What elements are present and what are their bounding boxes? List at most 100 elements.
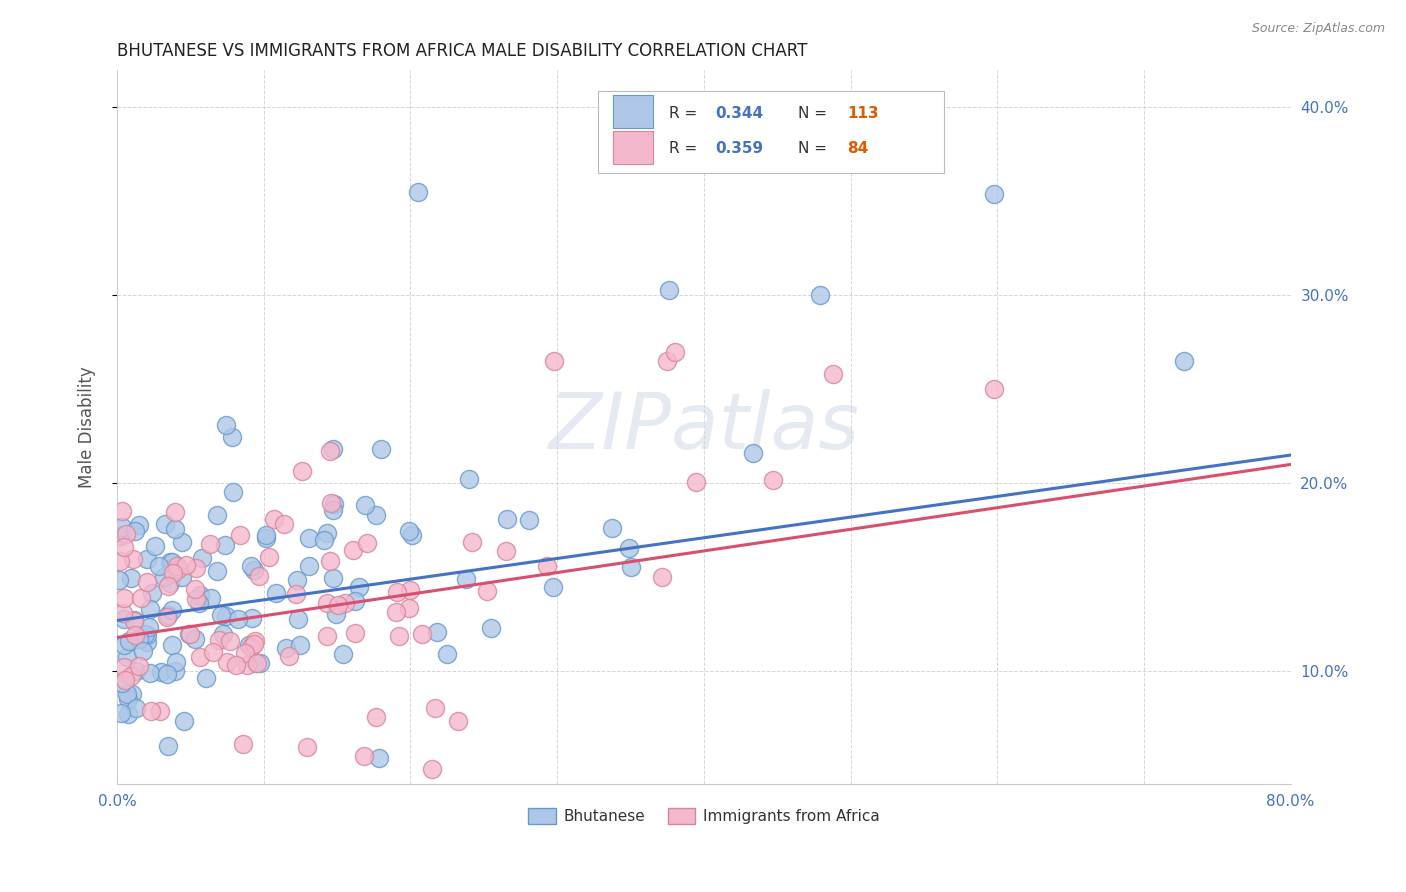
Point xyxy=(201,645,224,659)
Point xyxy=(315,629,337,643)
Point xyxy=(152,570,174,584)
Point xyxy=(155,516,177,531)
Point xyxy=(110,706,132,720)
Point xyxy=(159,556,181,570)
Point xyxy=(187,596,209,610)
Point xyxy=(125,664,148,678)
Point xyxy=(322,442,344,457)
Point xyxy=(332,647,354,661)
Point xyxy=(326,599,349,613)
Point xyxy=(401,527,423,541)
Point xyxy=(118,634,141,648)
Text: N =: N = xyxy=(797,106,831,120)
Point xyxy=(543,354,565,368)
Point xyxy=(356,536,378,550)
Point xyxy=(249,656,271,670)
Point xyxy=(214,418,236,433)
Point xyxy=(741,445,763,459)
Point xyxy=(136,551,159,566)
Point xyxy=(312,533,335,548)
Point xyxy=(983,382,1005,396)
Point xyxy=(322,503,344,517)
Point xyxy=(619,541,641,555)
FancyBboxPatch shape xyxy=(613,131,654,164)
FancyBboxPatch shape xyxy=(613,95,654,128)
Point xyxy=(112,591,135,606)
Point xyxy=(115,527,138,541)
Point xyxy=(364,710,387,724)
Point xyxy=(239,559,262,574)
Text: 0.359: 0.359 xyxy=(716,142,763,156)
Point xyxy=(406,185,429,199)
Point xyxy=(475,584,498,599)
Point xyxy=(257,549,280,564)
Point xyxy=(166,559,188,574)
Text: 84: 84 xyxy=(846,142,869,156)
Point xyxy=(135,628,157,642)
Point xyxy=(111,676,134,690)
Point xyxy=(761,473,783,487)
Point xyxy=(139,602,162,616)
Point xyxy=(333,596,356,610)
Point xyxy=(134,626,156,640)
Point xyxy=(160,555,183,569)
Point xyxy=(243,637,266,651)
Point xyxy=(238,638,260,652)
Point xyxy=(112,612,135,626)
Point xyxy=(184,592,207,607)
Point xyxy=(343,626,366,640)
Y-axis label: Male Disability: Male Disability xyxy=(79,366,96,488)
Point xyxy=(156,609,179,624)
Text: Source: ZipAtlas.com: Source: ZipAtlas.com xyxy=(1251,22,1385,36)
Point xyxy=(436,648,458,662)
Point xyxy=(129,591,152,605)
Point xyxy=(214,538,236,552)
Text: N =: N = xyxy=(797,142,831,156)
Point xyxy=(353,748,375,763)
Point xyxy=(349,580,371,594)
Point xyxy=(150,665,173,680)
Point xyxy=(658,283,681,297)
Point xyxy=(212,627,235,641)
Point xyxy=(543,580,565,594)
Point xyxy=(479,621,502,635)
Point xyxy=(205,564,228,578)
Point xyxy=(191,550,214,565)
Point xyxy=(273,516,295,531)
Point xyxy=(398,524,420,538)
Point xyxy=(121,551,143,566)
Point xyxy=(321,495,343,509)
Point xyxy=(120,571,142,585)
Point xyxy=(685,475,707,489)
Point xyxy=(207,508,229,523)
Point xyxy=(184,561,207,575)
Point xyxy=(183,582,205,597)
Point xyxy=(458,472,481,486)
Point xyxy=(517,513,540,527)
Point xyxy=(188,588,211,602)
Point xyxy=(115,649,138,664)
Point xyxy=(226,612,249,626)
Point xyxy=(112,540,135,554)
Point xyxy=(173,714,195,729)
Point xyxy=(228,528,250,542)
Point xyxy=(222,484,245,499)
Point xyxy=(159,576,181,591)
Point xyxy=(208,633,231,648)
Point xyxy=(198,537,221,551)
Point xyxy=(139,704,162,718)
Legend: Bhutanese, Immigrants from Africa: Bhutanese, Immigrants from Africa xyxy=(522,802,886,830)
Point xyxy=(195,672,218,686)
Point xyxy=(983,186,1005,201)
Point xyxy=(342,542,364,557)
Point xyxy=(1173,354,1195,368)
Point xyxy=(495,512,517,526)
Point xyxy=(160,638,183,652)
Point xyxy=(325,607,347,621)
Point xyxy=(121,668,143,682)
Point xyxy=(136,575,159,590)
Point xyxy=(107,573,129,587)
Point xyxy=(225,657,247,672)
Point xyxy=(108,529,131,543)
Point xyxy=(295,739,318,754)
